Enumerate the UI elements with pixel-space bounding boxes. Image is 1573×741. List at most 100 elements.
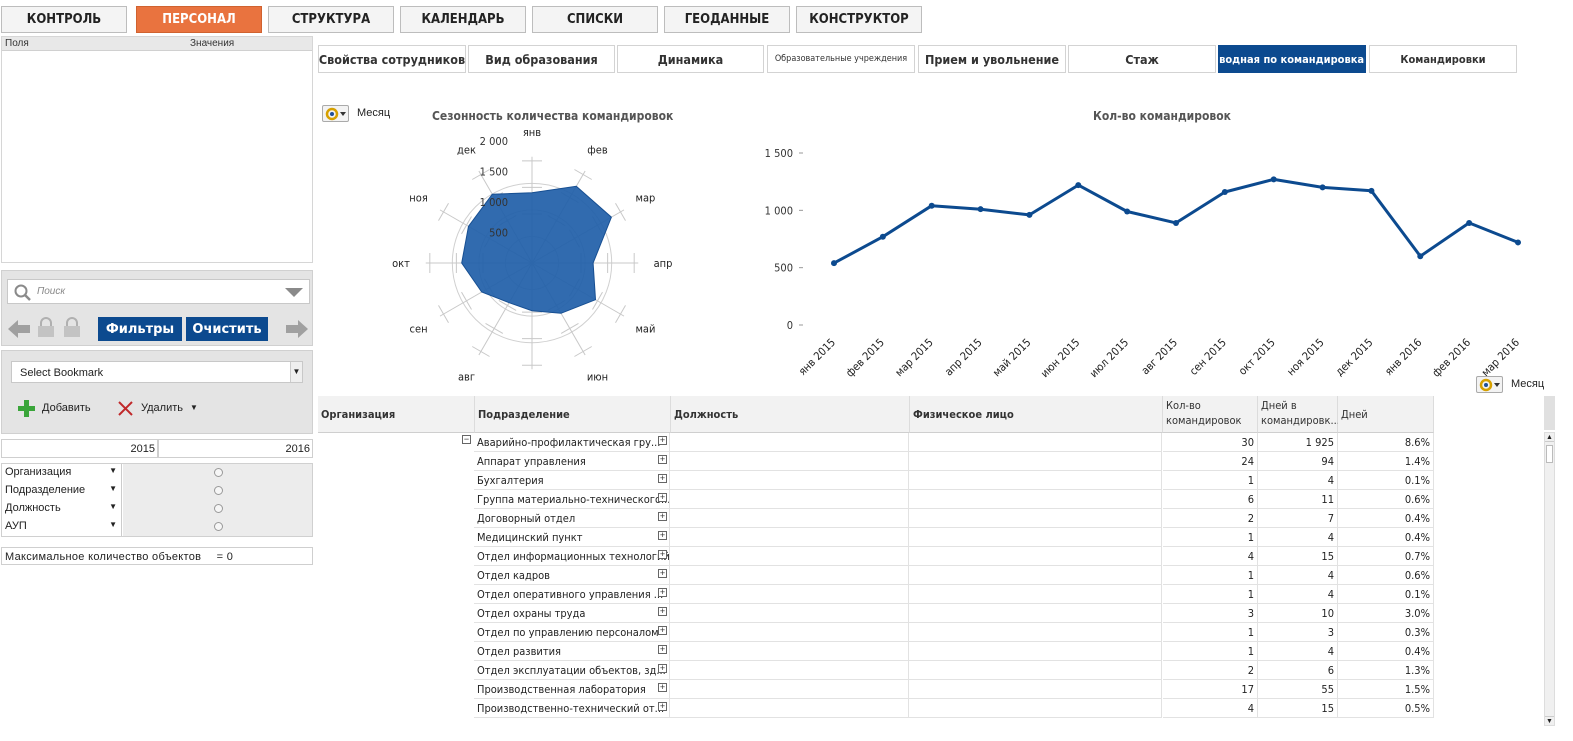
expand-icon[interactable]: + <box>658 663 667 673</box>
expand-icon[interactable]: + <box>658 435 667 445</box>
radar-category-label: июн <box>587 370 608 383</box>
cycle-dimension-button[interactable] <box>322 105 349 122</box>
radar-category-label: сен <box>410 323 428 336</box>
expand-icon[interactable]: + <box>658 682 667 692</box>
table-row[interactable]: Договорный отдел 2 7 0.4% + <box>474 509 1434 528</box>
header-trip-count[interactable]: Кол-во командировок <box>1163 396 1258 433</box>
fields-header: Поля Значения <box>2 37 312 51</box>
tab-trips-summary[interactable]: Сводная по командировкам <box>1218 45 1366 73</box>
tab-employee-properties[interactable]: Свойства сотрудников <box>318 45 466 73</box>
header-organization[interactable]: Организация <box>318 396 475 433</box>
tab-business-trips[interactable]: Командировки <box>1369 45 1517 73</box>
filter-row[interactable]: Подразделение ▼ <box>2 482 312 500</box>
table-row[interactable]: Бухгалтерия 1 4 0.1% + <box>474 471 1434 490</box>
nav-calendar[interactable]: КАЛЕНДАРЬ <box>400 6 526 33</box>
radio-indicator[interactable] <box>214 504 223 513</box>
lock-icon[interactable] <box>37 317 55 338</box>
radar-tick-label: 1 000 <box>480 196 508 209</box>
tab-experience[interactable]: Стаж <box>1068 45 1216 73</box>
header-department[interactable]: Подразделение <box>475 396 671 433</box>
forward-arrow-icon[interactable] <box>286 320 308 338</box>
expand-icon[interactable]: + <box>658 625 667 635</box>
table-row[interactable]: Медицинский пункт 1 4 0.4% + <box>474 528 1434 547</box>
close-icon[interactable] <box>118 401 133 416</box>
chevron-down-icon[interactable]: ▼ <box>109 484 117 493</box>
scroll-up-icon[interactable]: ▲ <box>1545 434 1554 442</box>
table-row[interactable]: Аппарат управления 24 94 1.4% + <box>474 452 1434 471</box>
nav-control[interactable]: КОНТРОЛЬ <box>1 6 127 33</box>
table-row[interactable]: Отдел по управлению персоналом 1 3 0.3% + <box>474 623 1434 642</box>
search-input[interactable]: Поиск <box>7 279 310 304</box>
nav-structure[interactable]: СТРУКТУРА <box>268 6 394 33</box>
tab-educational-institutions[interactable]: Образовательные учреждения <box>767 45 915 73</box>
table-row[interactable]: Отдел информационных технологий 4 15 0.7% + <box>474 547 1434 566</box>
lock-icon[interactable] <box>63 317 81 338</box>
nav-geodata[interactable]: ГЕОДАННЫЕ <box>664 6 790 33</box>
table-row[interactable]: Отдел охраны труда 3 10 3.0% + <box>474 604 1434 623</box>
add-bookmark-button[interactable]: Добавить <box>42 402 91 414</box>
year-2015[interactable]: 2015 <box>1 439 158 458</box>
filters-button[interactable]: Фильтры <box>98 317 182 341</box>
header-days-share[interactable]: Дней <box>1338 396 1434 433</box>
cell-person <box>909 699 1162 718</box>
expand-icon[interactable]: + <box>658 473 667 483</box>
table-row[interactable]: Производственная лаборатория 17 55 1.5% + <box>474 680 1434 699</box>
table-scrollbar[interactable]: ▲ ▼ <box>1544 432 1555 726</box>
filter-row[interactable]: Должность ▼ <box>2 500 312 518</box>
cell-trip-days: 4 <box>1258 471 1338 490</box>
table-row[interactable]: Группа материально-технического... 6 11 0.6… <box>474 490 1434 509</box>
clear-button[interactable]: Очистить <box>186 317 268 341</box>
table-row[interactable]: Отдел эксплуатации объектов, зд... 2 6 1.3%… <box>474 661 1434 680</box>
cell-trip-count: 6 <box>1163 490 1258 509</box>
table-row[interactable]: Отдел кадров 1 4 0.6% + <box>474 566 1434 585</box>
plus-icon[interactable] <box>18 400 35 417</box>
radio-indicator[interactable] <box>214 522 223 531</box>
back-arrow-icon[interactable] <box>8 320 30 338</box>
chevron-down-icon[interactable]: ▼ <box>290 362 302 382</box>
year-2016[interactable]: 2016 <box>158 439 313 458</box>
tab-hiring-dismissal[interactable]: Прием и увольнение <box>918 45 1066 73</box>
expand-icon[interactable]: + <box>658 454 667 464</box>
chevron-down-icon[interactable]: ▼ <box>109 466 117 475</box>
expand-icon[interactable]: + <box>658 511 667 521</box>
header-trip-days[interactable]: Дней в командировк... <box>1258 396 1340 433</box>
expand-icon[interactable]: + <box>658 587 667 597</box>
chevron-down-icon[interactable]: ▼ <box>109 520 117 529</box>
scroll-down-icon[interactable]: ▼ <box>1545 716 1554 725</box>
cycle-icon <box>325 107 346 121</box>
nav-personnel[interactable]: ПЕРСОНАЛ <box>136 6 262 33</box>
chevron-down-icon[interactable]: ▼ <box>109 502 117 511</box>
filter-row[interactable]: АУП ▼ <box>2 518 312 536</box>
cell-trip-days: 15 <box>1258 699 1338 718</box>
expand-icon[interactable]: + <box>658 701 667 711</box>
nav-constructor[interactable]: КОНСТРУКТОР <box>796 6 922 33</box>
header-person[interactable]: Физическое лицо <box>910 396 1163 433</box>
radio-indicator[interactable] <box>214 486 223 495</box>
filter-row[interactable]: Организация ▼ <box>2 464 312 482</box>
expand-icon[interactable]: + <box>658 606 667 616</box>
delete-bookmark-button[interactable]: Удалить <box>141 402 183 414</box>
expand-icon[interactable]: + <box>658 492 667 502</box>
cycle-dimension-button[interactable] <box>1476 376 1503 393</box>
chevron-down-icon[interactable]: ▼ <box>190 403 198 412</box>
tab-dynamics[interactable]: Динамика <box>617 45 764 73</box>
cell-department: Отдел информационных технологий <box>474 547 670 566</box>
scroll-thumb[interactable] <box>1546 445 1553 463</box>
nav-lists[interactable]: СПИСКИ <box>532 6 658 33</box>
bookmark-select[interactable]: Select Bookmark ▼ <box>11 361 303 383</box>
expand-icon[interactable]: + <box>658 568 667 578</box>
radar-tick <box>485 323 504 334</box>
table-row[interactable]: Производственно-технический от... 4 15 0.5%… <box>474 699 1434 718</box>
table-row[interactable]: Отдел развития 1 4 0.4% + <box>474 642 1434 661</box>
table-row[interactable]: Аварийно-профилактическая гру... 30 1 925 8… <box>474 433 1434 452</box>
header-position[interactable]: Должность <box>671 396 910 433</box>
chevron-down-icon[interactable] <box>285 288 303 297</box>
expand-icon[interactable]: + <box>658 549 667 559</box>
tab-education-type[interactable]: Вид образования <box>468 45 615 73</box>
collapse-icon[interactable]: − <box>462 434 471 444</box>
expand-icon[interactable]: + <box>658 530 667 540</box>
radio-indicator[interactable] <box>214 468 223 477</box>
table-row[interactable]: Отдел оперативного управления ... 1 4 0.1% + <box>474 585 1434 604</box>
expand-icon[interactable]: + <box>658 644 667 654</box>
data-point <box>1368 187 1375 194</box>
